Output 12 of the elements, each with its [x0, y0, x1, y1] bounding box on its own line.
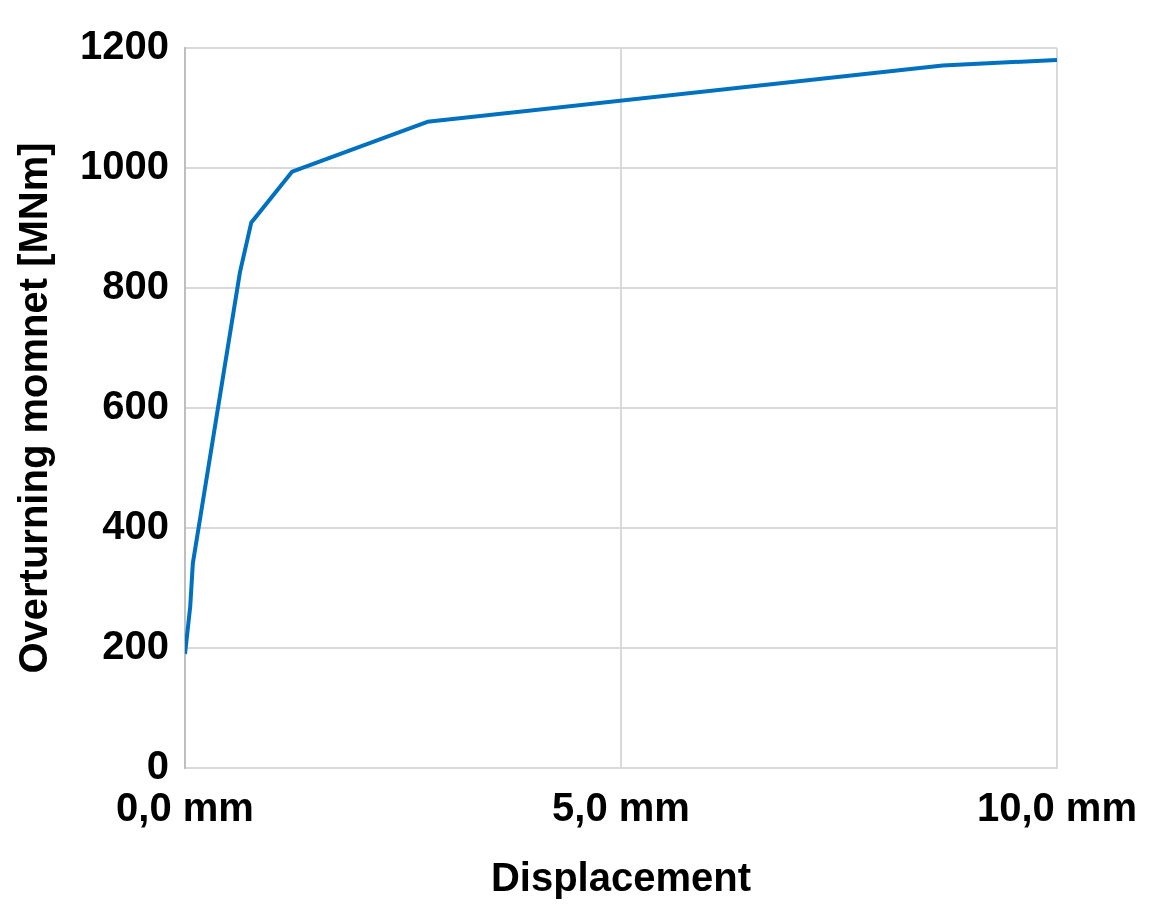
x-tick-label: 10,0 mm	[976, 785, 1138, 830]
y-tick-label: 1200	[80, 23, 169, 68]
y-tick-label: 1000	[80, 143, 169, 188]
y-tick-label: 600	[102, 383, 169, 428]
x-tick-label: 0,0 mm	[116, 785, 254, 830]
x-axis-title: Displacement	[490, 855, 752, 900]
y-tick-label: 0	[146, 743, 169, 788]
x-tick-label: 5,0 mm	[552, 785, 690, 830]
y-tick-label: 800	[102, 263, 169, 308]
y-tick-label: 200	[102, 623, 169, 668]
y-tick-label: 400	[102, 503, 169, 548]
y-axis-title: Overturning momnet [MNm]	[11, 142, 56, 674]
